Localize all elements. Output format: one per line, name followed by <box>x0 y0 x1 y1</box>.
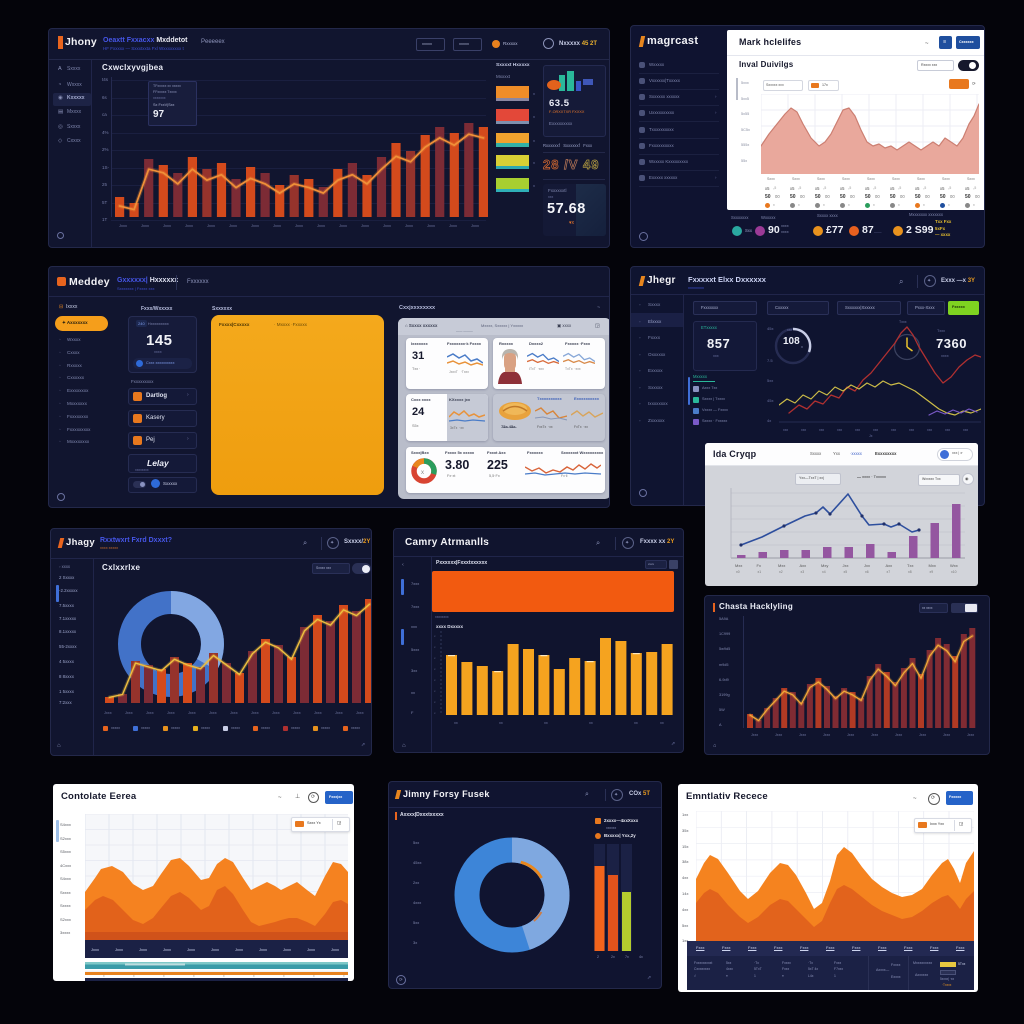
svg-text:x: x <box>434 645 436 649</box>
svg-text:x: x <box>421 470 424 476</box>
svg-text:x2: x2 <box>779 570 783 574</box>
svg-text:x5: x5 <box>844 570 848 574</box>
svg-text:Mxx: Mxx <box>735 563 742 568</box>
svg-text:x: x <box>434 667 436 671</box>
svg-text:Mxy: Mxy <box>821 563 828 568</box>
svg-text:Jxxx: Jxxx <box>115 947 123 952</box>
svg-text:Txx: Txx <box>907 563 913 568</box>
svg-text:Axx: Axx <box>886 563 893 568</box>
svg-text:Jxxx: Jxxx <box>331 947 339 952</box>
svg-text:x6: x6 <box>865 570 869 574</box>
svg-text:Jxxx: Jxxx <box>283 947 291 952</box>
svg-text:x: x <box>434 678 436 682</box>
svg-text:Jxxx: Jxxx <box>235 947 243 952</box>
svg-text:Wxx: Wxx <box>950 563 958 568</box>
svg-text:x3: x3 <box>801 570 805 574</box>
svg-text:x4: x4 <box>822 570 826 574</box>
svg-text:Jxxx: Jxxx <box>211 947 219 952</box>
svg-text:Jxxx: Jxxx <box>139 947 147 952</box>
svg-text:Jxxx: Jxxx <box>259 947 267 952</box>
svg-text:x7: x7 <box>887 570 891 574</box>
svg-text:Jxxx: Jxxx <box>91 947 99 952</box>
svg-text:x1: x1 <box>758 570 762 574</box>
svg-text:Jxxx: Jxxx <box>163 947 171 952</box>
svg-text:x9: x9 <box>930 570 934 574</box>
svg-text:x0: x0 <box>736 570 740 574</box>
svg-text:Jxxx: Jxxx <box>307 947 315 952</box>
svg-text:Jxx: Jxx <box>864 563 870 568</box>
svg-text:Mxx: Mxx <box>778 563 785 568</box>
svg-text:Axx: Axx <box>800 563 807 568</box>
svg-text:Jxxx: Jxxx <box>187 947 195 952</box>
svg-text:x10: x10 <box>951 570 957 574</box>
svg-text:x8: x8 <box>908 570 912 574</box>
svg-text:Fx: Fx <box>757 563 761 568</box>
svg-text:Jxx: Jxx <box>843 563 849 568</box>
svg-text:x: x <box>434 634 436 638</box>
svg-text:x: x <box>434 689 436 693</box>
svg-text:x: x <box>434 656 436 660</box>
svg-text:x: x <box>434 711 436 715</box>
svg-text:Mxx: Mxx <box>929 563 936 568</box>
svg-text:x: x <box>434 700 436 704</box>
